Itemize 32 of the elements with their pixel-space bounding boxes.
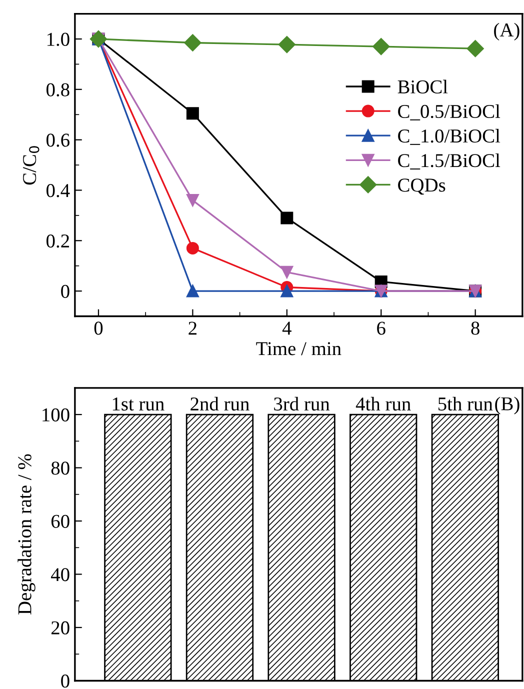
y-tick-label: 0.4 [46,184,70,198]
y-tick-label: 80 [51,462,70,475]
legend-label: C_1.5/BiOCl [398,153,500,170]
y-tick-label: 40 [51,568,70,582]
y-axis-title: C/C$_{0}$ [23,146,40,185]
x-axis-title: Time / min [256,342,342,356]
x-tick-label: 1st run [112,398,164,411]
x-tick-label: 4 [282,322,292,335]
x-tick-label: 5th run [438,396,493,411]
x-tick-label: 6 [377,322,386,335]
y-tick-label: 0.2 [46,234,69,248]
y-tick-label: 1.0 [47,32,70,46]
x-tick-label: 2nd run [190,396,250,411]
annotation: (A) [494,22,520,40]
y-tick-label: 60 [51,514,70,528]
y-tick-label: 0.6 [46,134,70,147]
x-tick-label: 2 [188,322,196,335]
y-axis-title: Degradation rate / % [18,454,36,614]
y-tick-label: 100 [42,408,70,422]
annotation: (B) [495,396,520,414]
x-tick-label: 8 [471,322,480,335]
x-tick-label: 0 [94,322,103,335]
x-tick-label: 3rd run [274,396,330,411]
legend-label: CQDs [398,178,446,195]
legend-label: C_0.5/BiOCl [398,104,500,120]
y-tick-label: 20 [51,621,70,634]
legend-label: BiOCl [398,80,448,94]
y-tick-label: 0 [61,674,70,688]
legend-label: C_1.0/BiOCl [398,128,500,145]
y-tick-label: 0 [61,284,70,298]
x-tick-label: 4th run [356,396,411,411]
y-tick-label: 0.8 [46,83,70,96]
